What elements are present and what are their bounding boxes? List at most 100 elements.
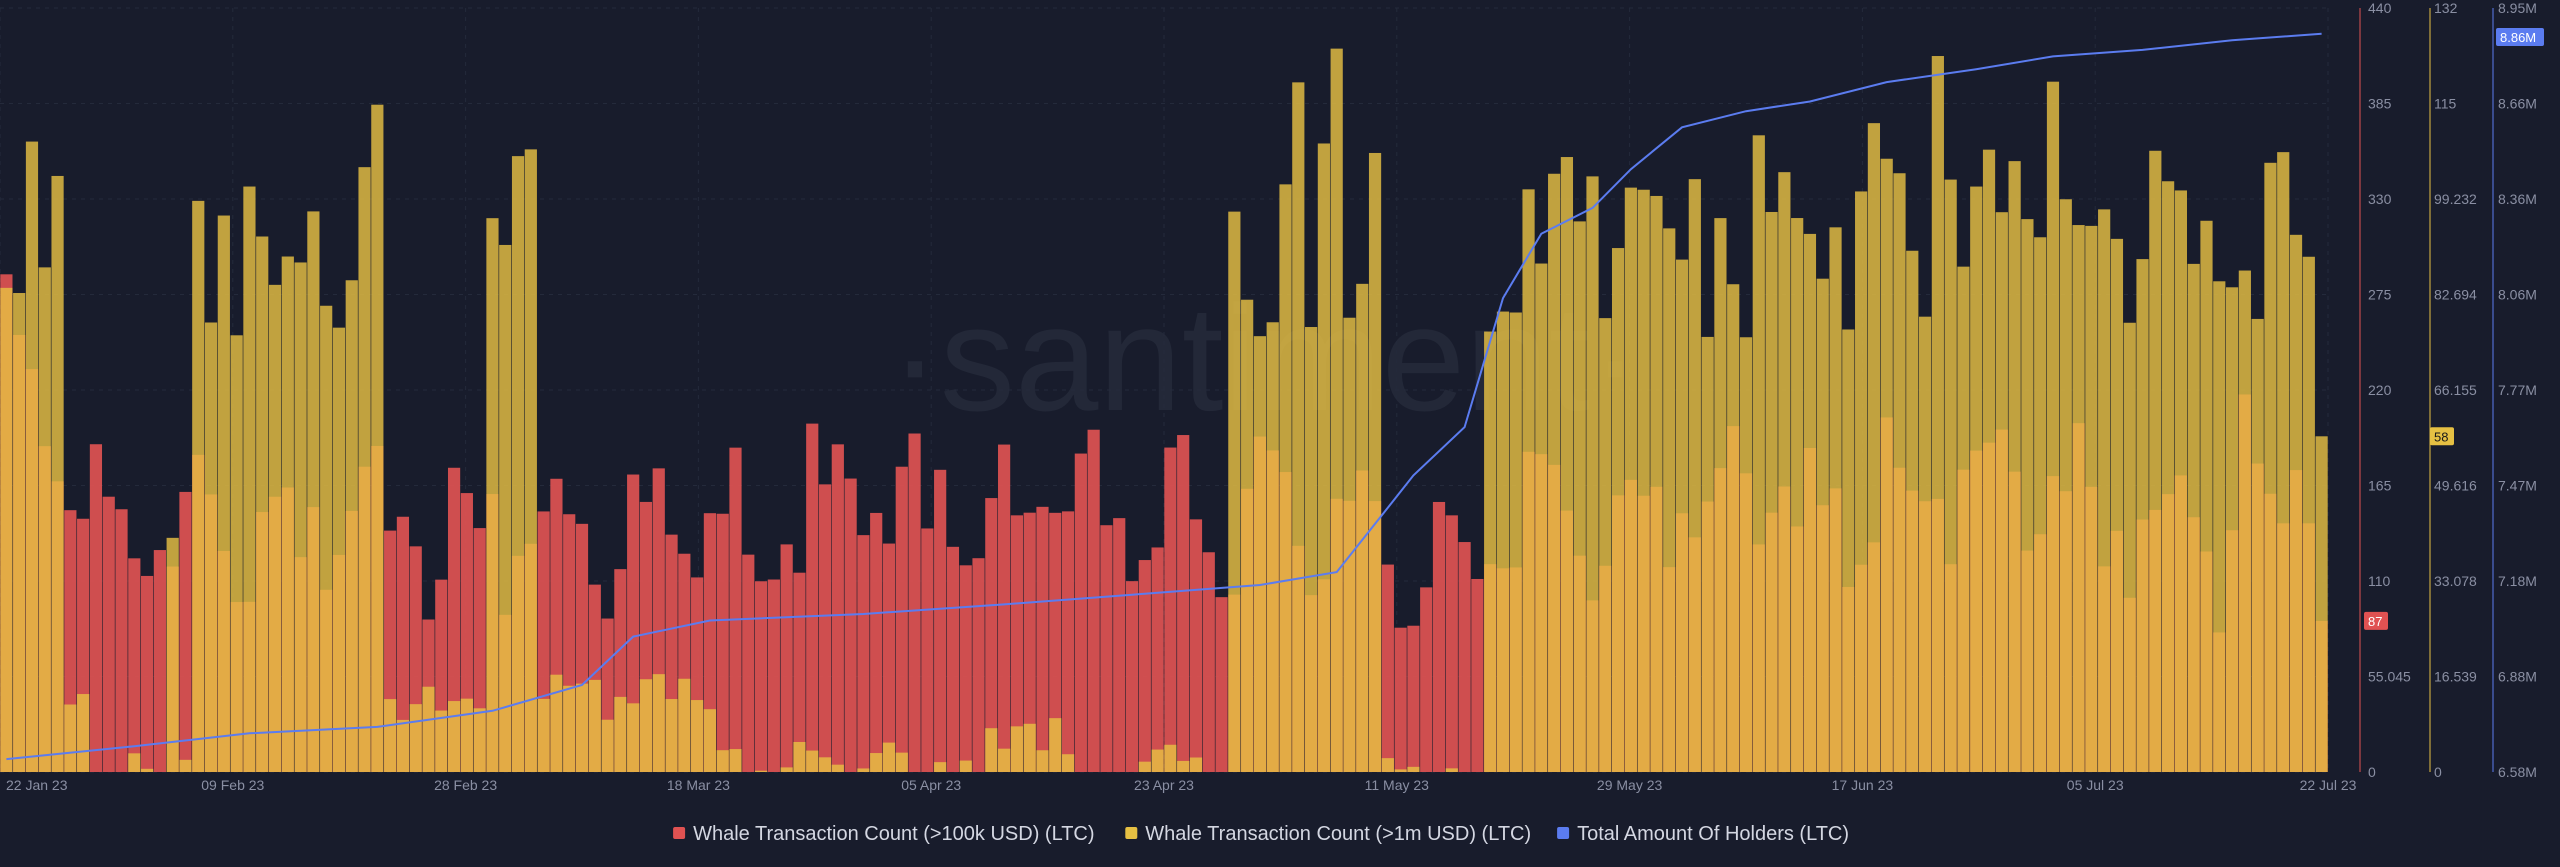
bar-whale-100k xyxy=(934,469,947,772)
y-tick-label: 16.539 xyxy=(2434,669,2477,685)
bar-whale-1m xyxy=(601,719,614,772)
bar-whale-1m xyxy=(1816,278,1829,772)
y-tick-label: 66.155 xyxy=(2434,382,2477,398)
y-tick-label: 0 xyxy=(2434,764,2442,780)
bar-whale-100k xyxy=(946,546,960,772)
bar-whale-1m xyxy=(473,708,486,772)
last-value-badge xyxy=(2364,611,2388,630)
bar-whale-1m xyxy=(1957,266,1970,772)
last-value-label: 58 xyxy=(2434,429,2448,444)
bar-whale-1m xyxy=(1330,48,1343,772)
bar-whale-100k xyxy=(1049,512,1062,772)
bar-whale-1m xyxy=(64,704,77,772)
bar-whale-100k xyxy=(729,447,742,772)
bar-whale-1m xyxy=(1918,316,1932,772)
bar-whale-1m xyxy=(857,768,870,772)
bar-whale-1m xyxy=(281,256,294,772)
bar-whale-1m xyxy=(1061,754,1075,772)
bar-whale-1m xyxy=(1356,283,1369,772)
bar-whale-1m xyxy=(1445,768,1458,772)
axes-layer: 0 55.045 110 165 220 275 330 385 440 0 16.539 33.07… xyxy=(6,0,2544,793)
bar-whale-100k xyxy=(716,513,729,772)
bar-whale-100k xyxy=(742,554,755,772)
bar-whale-1m xyxy=(1535,263,1548,772)
bar-whale-1m xyxy=(332,327,346,772)
bar-whale-1m xyxy=(1970,186,1983,773)
bar-whale-1m xyxy=(818,757,832,772)
bar-whale-1m xyxy=(2136,259,2149,772)
bar-whale-100k xyxy=(780,544,793,772)
bar-whale-1m xyxy=(729,749,742,772)
bar-whale-100k xyxy=(1010,515,1023,772)
x-tick-label: 11 May 23 xyxy=(1365,777,1430,793)
bar-whale-100k xyxy=(870,512,883,772)
bar-whale-1m xyxy=(1036,750,1049,772)
bar-whale-1m xyxy=(882,742,896,772)
bar-whale-1m xyxy=(1305,327,1318,772)
bar-whale-1m xyxy=(652,674,665,772)
bar-whale-100k xyxy=(806,423,819,772)
bar-whale-100k xyxy=(179,491,192,772)
bar-whale-100k xyxy=(1407,625,1420,772)
bar-whale-1m xyxy=(1560,157,1574,772)
bar-whale-1m xyxy=(1368,152,1382,773)
bar-whale-100k xyxy=(844,478,857,772)
x-tick-label: 05 Jul 23 xyxy=(2067,777,2124,793)
legend-item-label[interactable]: Whale Transaction Count (>100k USD) (LTC… xyxy=(693,823,1094,845)
bar-whale-1m xyxy=(1241,299,1254,772)
bar-whale-100k xyxy=(908,433,921,772)
bar-whale-100k xyxy=(959,565,972,772)
bar-whale-1m xyxy=(716,750,729,772)
bar-whale-1m xyxy=(396,719,410,772)
x-tick-label: 22 Jul 23 xyxy=(2300,777,2357,793)
legend-item-label[interactable]: Total Amount Of Holders (LTC) xyxy=(1577,823,1849,845)
bar-whale-1m xyxy=(1292,82,1305,772)
bar-whale-1m xyxy=(2008,161,2021,773)
bar-whale-1m xyxy=(358,167,371,773)
bar-whale-1m xyxy=(537,698,550,772)
bar-whale-100k xyxy=(1113,518,1126,772)
bar-whale-1m xyxy=(627,703,640,772)
bar-whale-100k xyxy=(793,572,806,772)
bar-whale-1m xyxy=(2046,81,2060,773)
bar-whale-1m xyxy=(2315,436,2328,772)
bar-whale-100k xyxy=(1202,552,1215,772)
bar-whale-1m xyxy=(486,218,499,773)
bar-whale-1m xyxy=(959,760,972,772)
y-tick-label: 82.694 xyxy=(2434,287,2477,303)
legend-item-label[interactable]: Whale Transaction Count (>1m USD) (LTC) xyxy=(1145,823,1531,845)
last-value-badge xyxy=(2430,427,2454,446)
bar-whale-100k xyxy=(921,528,934,772)
bar-whale-1m xyxy=(639,679,653,772)
bar-whale-1m xyxy=(192,200,205,772)
bar-whale-1m xyxy=(2072,225,2085,772)
bar-whale-100k xyxy=(985,498,998,772)
bar-whale-1m xyxy=(678,678,691,772)
bar-whale-100k xyxy=(1381,564,1394,772)
bar-whale-1m xyxy=(998,748,1011,772)
bar-whale-100k xyxy=(972,558,985,772)
bar-whale-1m xyxy=(1049,718,1062,772)
bar-whale-1m xyxy=(703,709,717,772)
bar-whale-1m xyxy=(51,175,64,772)
bar-whale-1m xyxy=(256,236,269,773)
bar-whale-100k xyxy=(1215,597,1228,772)
bar-whale-100k xyxy=(627,474,640,772)
bar-whale-1m xyxy=(511,156,525,772)
bar-whale-1m xyxy=(985,728,998,772)
bar-whale-1m xyxy=(1688,179,1701,773)
bar-whale-1m xyxy=(614,696,627,772)
last-value-label: 8.86M xyxy=(2500,30,2536,45)
bar-whale-1m xyxy=(2251,318,2264,772)
last-value-label: 87 xyxy=(2368,614,2382,629)
bar-whale-1m xyxy=(1266,322,1279,772)
bar-whale-1m xyxy=(2021,219,2034,772)
bar-whale-1m xyxy=(217,215,230,773)
line-total-holders xyxy=(6,32,2322,761)
x-tick-label: 05 Apr 23 xyxy=(901,777,961,793)
bar-whale-1m xyxy=(2098,209,2111,773)
bar-whale-1m xyxy=(2213,281,2226,772)
bar-whale-1m xyxy=(1944,179,1957,773)
